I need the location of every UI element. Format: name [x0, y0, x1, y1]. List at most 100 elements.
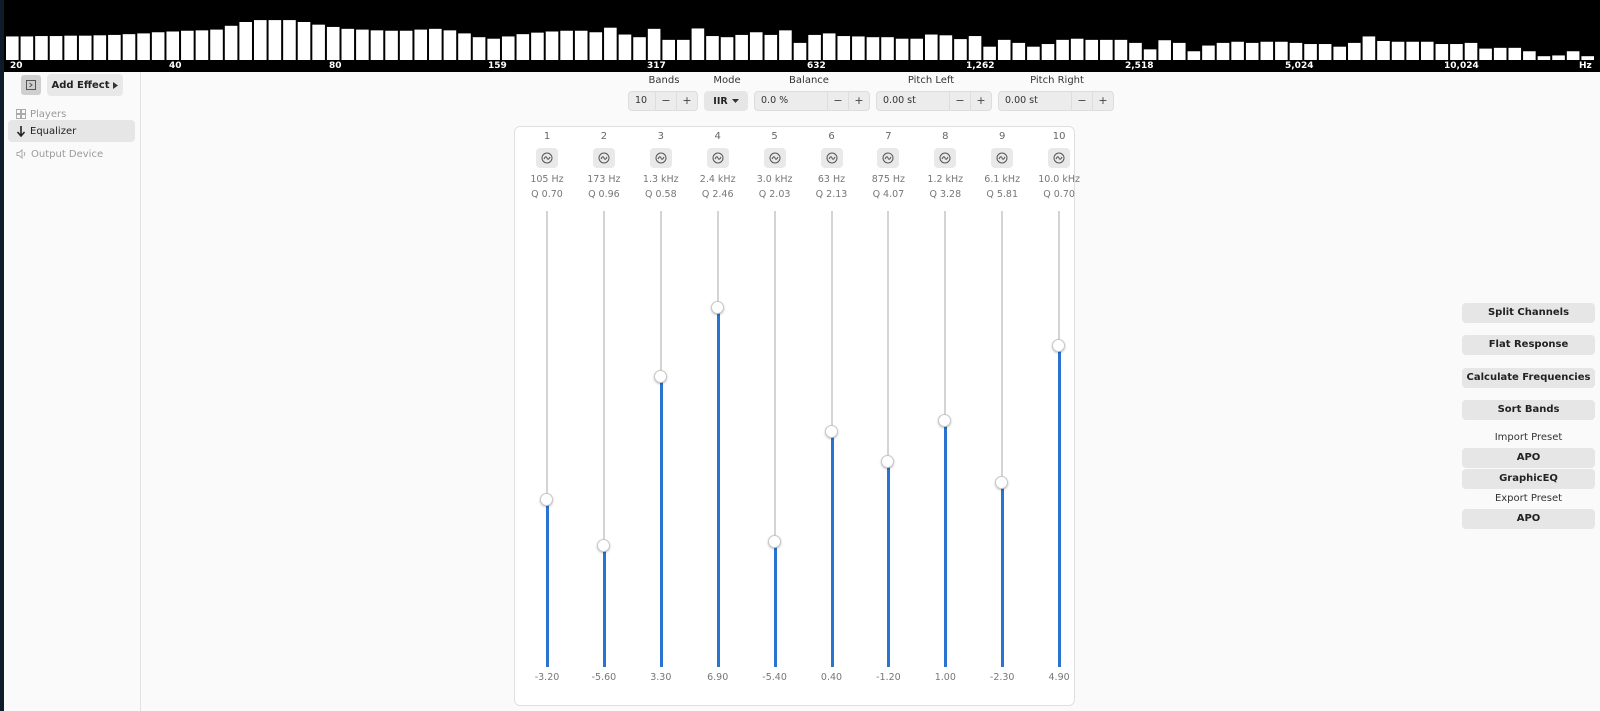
gain-slider-handle[interactable]: [767, 535, 781, 549]
band-frequency[interactable]: 1.2 kHz: [927, 174, 964, 185]
spectrum-bar: [1406, 41, 1419, 60]
filter-type-button[interactable]: [536, 148, 558, 168]
band-gain[interactable]: -2.30: [989, 672, 1015, 683]
gain-slider-handle[interactable]: [881, 455, 895, 469]
band-quality[interactable]: Q 0.70: [531, 189, 563, 200]
gain-slider-handle[interactable]: [938, 413, 952, 427]
band-gain[interactable]: -3.20: [534, 672, 560, 683]
gain-slider-track[interactable]: [887, 211, 890, 667]
band-number: 3: [657, 131, 664, 142]
band-quality[interactable]: Q 3.28: [929, 189, 962, 200]
band-frequency[interactable]: 63 Hz: [817, 174, 846, 185]
band-frequency[interactable]: 875 Hz: [871, 174, 906, 185]
export-apo-button[interactable]: APO: [1462, 509, 1595, 529]
spectrum-bar: [326, 26, 340, 60]
gain-slider-handle[interactable]: [995, 476, 1009, 490]
pitch-left-spinbutton[interactable]: 0.00 st − +: [876, 91, 992, 111]
sidebar-item-output-device[interactable]: Output Device: [8, 143, 135, 165]
sidebar-item-players[interactable]: Players: [8, 103, 135, 125]
filter-type-button[interactable]: [592, 148, 615, 168]
spectrum-bar: [6, 36, 19, 60]
band-gain[interactable]: 6.90: [707, 672, 729, 683]
frequency-tick-label: 159: [488, 61, 507, 71]
add-effect-button[interactable]: Add Effect: [47, 74, 123, 96]
gain-slider-handle[interactable]: [540, 493, 553, 507]
band-number: 9: [999, 131, 1006, 142]
flat-response-button[interactable]: Flat Response: [1462, 335, 1595, 355]
balance-decrement-button[interactable]: −: [827, 92, 848, 110]
balance-increment-button[interactable]: +: [848, 92, 869, 110]
band-frequency[interactable]: 1.3 kHz: [642, 174, 679, 185]
band-quality[interactable]: Q 0.96: [588, 189, 620, 200]
band-quality[interactable]: Q 2.03: [758, 189, 791, 200]
gain-slider-handle[interactable]: [596, 538, 610, 552]
bands-label: Bands: [648, 75, 680, 86]
import-graphiceq-button[interactable]: GraphicEQ: [1462, 469, 1595, 489]
pitch-right-decrement-button[interactable]: −: [1071, 92, 1092, 110]
pitch-right-increment-button[interactable]: +: [1092, 92, 1113, 110]
band-frequency[interactable]: 6.1 kHz: [984, 174, 1021, 185]
mode-dropdown[interactable]: IIR: [704, 91, 748, 111]
gain-slider-track[interactable]: [602, 211, 605, 667]
band-frequency[interactable]: 173 Hz: [587, 174, 621, 185]
band-number: 10: [1052, 131, 1066, 142]
eq-band-1: 1 105 Hz Q 0.70 -3.20: [519, 127, 575, 707]
gain-slider-track[interactable]: [773, 211, 776, 667]
toggle-effect-button[interactable]: [21, 75, 41, 95]
sidebar-item-equalizer[interactable]: Equalizer: [8, 120, 135, 142]
gain-slider-handle[interactable]: [653, 369, 667, 383]
gain-slider-handle[interactable]: [824, 424, 838, 438]
band-quality[interactable]: Q 0.70: [1043, 189, 1075, 200]
bands-decrement-button[interactable]: −: [655, 92, 676, 110]
band-frequency[interactable]: 2.4 kHz: [699, 174, 736, 185]
pitch-left-decrement-button[interactable]: −: [949, 92, 970, 110]
caret-right-icon: [113, 81, 119, 89]
band-quality[interactable]: Q 4.07: [872, 189, 905, 200]
import-apo-button[interactable]: APO: [1462, 448, 1595, 468]
gain-slider-fill: [773, 541, 777, 667]
band-gain[interactable]: 3.30: [650, 672, 672, 683]
band-frequency[interactable]: 10.0 kHz: [1038, 174, 1080, 185]
balance-spinbutton[interactable]: 0.0 % − +: [754, 91, 870, 111]
filter-type-button[interactable]: [1048, 148, 1071, 168]
band-gain[interactable]: 1.00: [934, 672, 956, 683]
gain-slider-track[interactable]: [546, 211, 548, 667]
balance-label: Balance: [789, 75, 829, 86]
band-gain[interactable]: -5.60: [591, 672, 617, 683]
split-channels-button[interactable]: Split Channels: [1462, 303, 1595, 323]
eq-band-4: 4 2.4 kHz Q 2.46 6.90: [690, 127, 746, 707]
band-gain[interactable]: 4.90: [1048, 672, 1070, 683]
filter-type-button[interactable]: [649, 148, 672, 168]
band-gain[interactable]: -5.40: [762, 672, 787, 683]
pitch-left-increment-button[interactable]: +: [970, 92, 991, 110]
band-frequency[interactable]: 105 Hz: [530, 174, 564, 185]
filter-type-button[interactable]: [991, 148, 1014, 168]
band-frequency[interactable]: 3.0 kHz: [756, 174, 793, 185]
spectrum-bar: [1318, 44, 1332, 60]
band-quality[interactable]: Q 2.13: [815, 189, 848, 200]
filter-type-button[interactable]: [820, 148, 843, 168]
filter-type-button[interactable]: [706, 148, 729, 168]
filter-type-button[interactable]: [877, 148, 900, 168]
filter-type-button[interactable]: [763, 148, 786, 168]
spectrum-bar: [443, 30, 457, 60]
spectrum-bar: [1085, 39, 1099, 60]
band-quality[interactable]: Q 5.81: [986, 189, 1019, 200]
gain-slider-track[interactable]: [1001, 211, 1004, 667]
band-quality[interactable]: Q 0.58: [644, 189, 677, 200]
calculate-frequencies-button[interactable]: Calculate Frequencies: [1462, 368, 1595, 388]
sort-bands-button[interactable]: Sort Bands: [1462, 400, 1595, 420]
spectrum-bar: [1260, 41, 1274, 60]
gain-slider-handle[interactable]: [1052, 339, 1066, 353]
filter-type-button[interactable]: [934, 148, 957, 168]
band-gain[interactable]: -1.20: [876, 672, 901, 683]
spectrum-bar: [618, 34, 632, 60]
pitch-right-spinbutton[interactable]: 0.00 st − +: [998, 91, 1114, 111]
band-gain[interactable]: 0.40: [820, 672, 843, 683]
bands-spinbutton[interactable]: 10 − +: [628, 91, 698, 111]
band-quality[interactable]: Q 2.46: [701, 189, 734, 200]
gain-slider-handle[interactable]: [710, 301, 724, 315]
gain-slider-fill: [546, 499, 549, 667]
spectrum-bar: [429, 28, 442, 60]
bands-increment-button[interactable]: +: [676, 92, 697, 110]
